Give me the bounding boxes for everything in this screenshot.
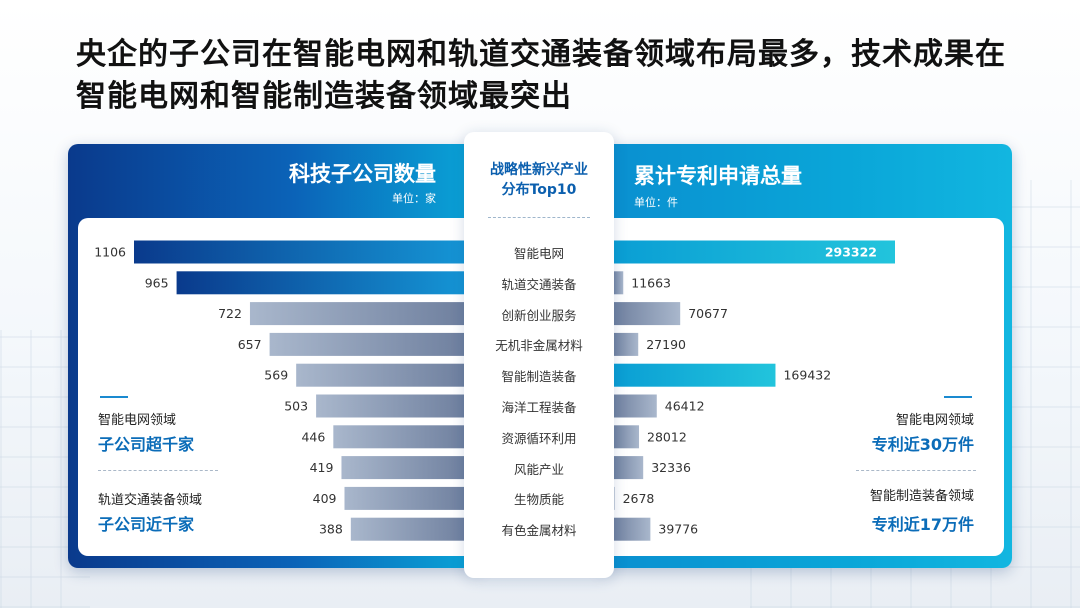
category-label: 智能电网: [513, 246, 564, 261]
right-note-2-highlight: 专利近17万件: [871, 515, 974, 534]
left-value-label: 1106: [94, 245, 126, 260]
right-value-label: 32336: [651, 460, 691, 475]
right-note-divider: [856, 470, 976, 471]
category-card-heading-line2: 分布Top10: [501, 182, 577, 198]
right-value-label: 46412: [665, 399, 705, 414]
category-label: 智能制造装备: [501, 369, 577, 385]
left-note-1-highlight: 子公司超千家: [98, 435, 195, 454]
category-card-heading: 战略性新兴产业 分布Top10: [464, 160, 614, 200]
right-bar: [612, 394, 657, 418]
page-title: 央企的子公司在智能电网和轨道交通装备领域布局最多，技术成果在智能电网和智能制造装…: [76, 37, 1006, 114]
left-bar: [350, 517, 468, 541]
category-label: 资源循环利用: [501, 430, 577, 446]
category-card-divider: [488, 217, 590, 218]
right-bar: [612, 517, 651, 541]
left-note-2-label: 轨道交通装备领域: [98, 493, 203, 508]
right-panel-heading: 累计专利申请总量: [634, 164, 802, 188]
left-bar: [344, 486, 468, 510]
left-value-label: 419: [310, 460, 334, 475]
right-bar: [612, 363, 776, 387]
right-value-label: 293322: [825, 245, 877, 260]
category-card-heading-line1: 战略性新兴产业: [490, 162, 588, 178]
left-bar: [296, 363, 468, 387]
category-card: 战略性新兴产业 分布Top10 智能电网轨道交通装备 创新创业服务 无机非金属材料智…: [464, 132, 614, 578]
left-bar: [333, 425, 468, 449]
right-value-label: 70677: [688, 306, 728, 321]
category-label: 轨道交通装备: [501, 276, 577, 292]
right-value-label: 169432: [783, 368, 831, 383]
left-value-label: 409: [313, 491, 337, 506]
left-bar: [341, 456, 468, 480]
category-label: 海洋工程装备: [501, 400, 577, 415]
right-value-label: 39776: [658, 522, 698, 537]
right-bar: [612, 302, 681, 326]
left-note-2-highlight: 子公司近千家: [98, 515, 195, 534]
category-label: 有色金属材料: [501, 523, 577, 539]
left-bar: [176, 271, 468, 295]
left-value-label: 569: [264, 368, 288, 383]
left-value-label: 503: [284, 399, 308, 414]
right-value-label: 27190: [646, 337, 686, 352]
left-value-label: 446: [301, 429, 325, 444]
left-value-label: 657: [238, 337, 262, 352]
right-note-2-label: 智能制造装备领域: [869, 489, 974, 504]
right-note-1-label: 智能电网领域: [895, 413, 974, 428]
category-label: 创新创业服务: [501, 307, 577, 323]
category-label: 生物质能: [513, 492, 564, 508]
right-bar: [612, 332, 639, 356]
left-note-1-label: 智能电网领域: [98, 413, 177, 428]
left-panel-heading: 科技子公司数量: [289, 162, 436, 186]
right-value-label: 11663: [631, 275, 671, 290]
right-value-label: 2678: [623, 491, 655, 506]
left-bar: [249, 302, 468, 326]
right-value-label: 28012: [647, 429, 687, 444]
right-bar: [612, 240, 895, 264]
left-bar: [316, 394, 468, 418]
right-bar: [612, 271, 624, 295]
left-value-label: 388: [319, 522, 343, 537]
right-bar: [612, 425, 640, 449]
left-note-divider: [98, 470, 218, 471]
right-panel-unit: 单位：件: [634, 196, 678, 209]
left-value-label: 965: [145, 275, 169, 290]
category-label: 无机非金属材料: [495, 338, 583, 354]
right-bar: [612, 456, 644, 480]
right-note-1-highlight: 专利近30万件: [871, 435, 974, 454]
category-label: 风能产业: [513, 461, 564, 477]
left-bar: [134, 240, 468, 264]
right-note-marker: [944, 396, 972, 398]
right-panel-body: [600, 218, 1004, 556]
left-value-label: 722: [218, 306, 242, 321]
left-note-marker: [100, 396, 128, 398]
left-bar: [269, 332, 468, 356]
left-panel-unit: 单位：家: [392, 192, 436, 205]
